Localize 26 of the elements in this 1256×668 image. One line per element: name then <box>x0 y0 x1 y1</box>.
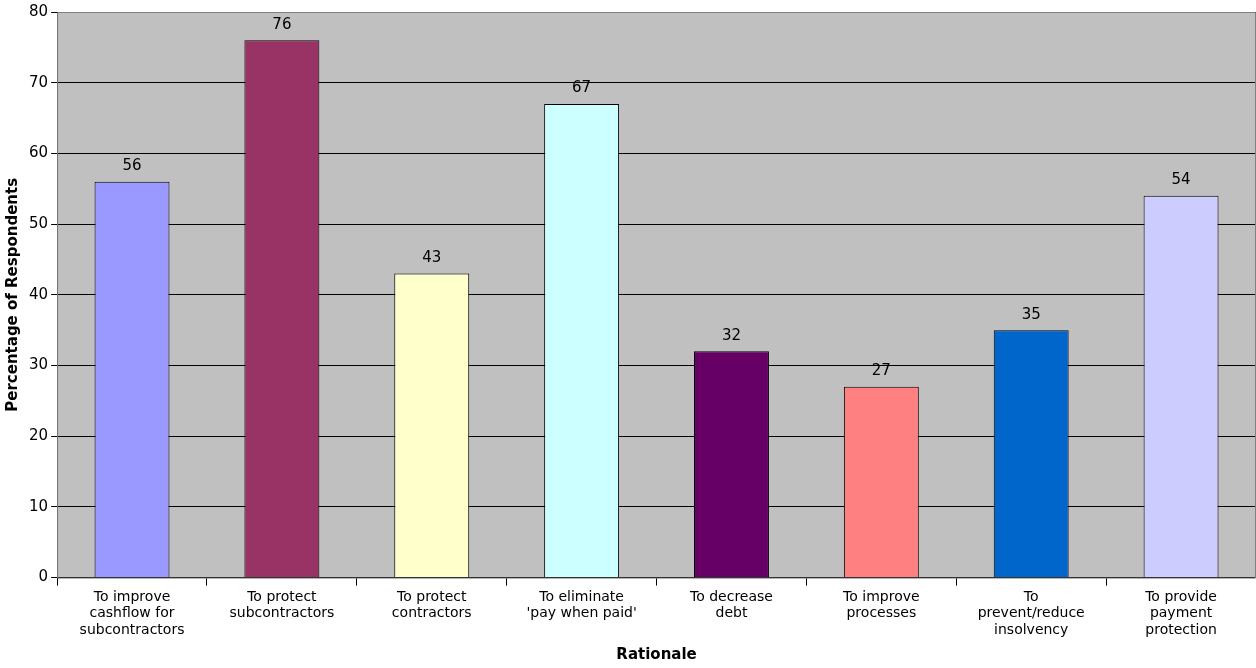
x-tick-label: To improve processes <box>842 587 920 621</box>
x-tick-label: To protect contractors <box>391 587 472 621</box>
x-tick-label: To protect subcontractors <box>229 587 335 621</box>
y-tick-label: 10 <box>28 496 49 515</box>
x-tick-label: To improve cashflow for subcontractors <box>79 587 185 638</box>
y-tick-label: 80 <box>28 1 49 20</box>
x-tick-label: To provide payment protection <box>1144 587 1217 638</box>
x-tick-label: To prevent/reduce insolvency <box>977 587 1085 638</box>
x-tick-label: To decrease debt <box>689 587 773 621</box>
y-tick-label: 50 <box>28 213 49 232</box>
x-axis-title: Rationale <box>616 644 697 663</box>
y-tick-label: 70 <box>28 72 49 91</box>
data-label: 32 <box>721 325 742 344</box>
y-tick-label: 30 <box>28 355 49 374</box>
y-axis-title: Percentage of Respondents <box>2 177 21 412</box>
y-tick-label: 20 <box>28 426 49 445</box>
data-label: 35 <box>1021 304 1041 323</box>
x-tick-label: To eliminate 'pay when paid' <box>526 587 637 621</box>
data-label: 54 <box>1171 170 1191 189</box>
data-label: 56 <box>122 156 142 175</box>
y-tick-label: 60 <box>28 143 49 162</box>
data-label: 67 <box>572 78 592 97</box>
y-tick-label: 0 <box>38 567 49 586</box>
data-label: 43 <box>422 247 442 266</box>
y-tick-label: 40 <box>28 284 49 303</box>
data-label: 76 <box>272 14 292 33</box>
